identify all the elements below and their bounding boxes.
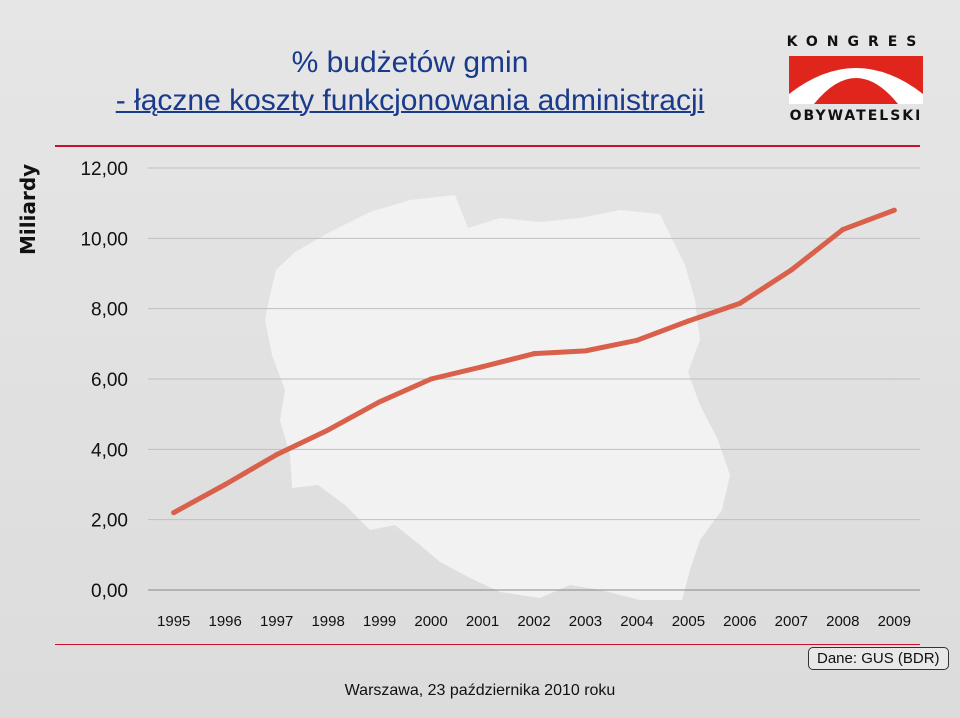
- y-tick-label: 6,00: [91, 370, 128, 391]
- x-tick-label: 1996: [209, 613, 242, 630]
- logo-top-word: KONGRES: [786, 34, 926, 50]
- x-tick-label: 1998: [311, 613, 344, 630]
- x-tick-label: 2001: [466, 613, 499, 630]
- header-divider: [55, 145, 920, 147]
- logo-arch-icon: [789, 56, 923, 104]
- y-tick-label: 4,00: [91, 440, 128, 461]
- data-point: [788, 267, 794, 273]
- data-point: [582, 348, 588, 354]
- data-point: [222, 482, 228, 487]
- data-point: [325, 427, 331, 433]
- chart-title: % budżetów gmin - łączne koszty funkcjon…: [100, 44, 720, 120]
- y-tick-label: 8,00: [91, 300, 128, 321]
- x-tick-label: 2006: [723, 613, 756, 630]
- data-point: [428, 376, 434, 382]
- y-tick-label: 10,00: [80, 229, 128, 250]
- x-tick-label: 1995: [157, 613, 190, 630]
- x-tick-label: 1999: [363, 613, 396, 630]
- data-point: [480, 364, 486, 370]
- title-line2: - łączne koszty funkcjonowania administr…: [115, 84, 705, 117]
- x-tick-label: 2002: [517, 613, 550, 630]
- data-point: [171, 510, 177, 516]
- footer-text: Warszawa, 23 października 2010 roku: [344, 682, 616, 699]
- footer-divider: [55, 644, 920, 645]
- data-point: [531, 351, 537, 357]
- x-tick-label: 2005: [672, 613, 705, 630]
- data-point: [891, 207, 897, 213]
- data-point: [634, 337, 640, 343]
- x-tick-label: 2008: [826, 613, 859, 630]
- title-line1: % budżetów gmin: [291, 46, 529, 79]
- x-tick-label: 1997: [260, 613, 293, 630]
- poland-map-silhouette: [265, 195, 730, 600]
- kongres-obywatelski-logo: KONGRES OBYWATELSKI: [786, 34, 926, 126]
- logo-bottom-word: OBYWATELSKI: [789, 108, 923, 124]
- data-point: [737, 300, 743, 306]
- data-point: [274, 452, 280, 458]
- data-point: [840, 227, 846, 233]
- x-tick-label: 2007: [775, 613, 808, 630]
- x-tick-label: 2004: [620, 613, 653, 630]
- y-tick-label: 12,00: [80, 159, 128, 180]
- x-tick-label: 2003: [569, 613, 602, 630]
- y-tick-label: 0,00: [91, 581, 128, 602]
- y-tick-label: 2,00: [91, 511, 128, 532]
- data-point: [685, 318, 691, 324]
- data-point: [377, 399, 383, 405]
- source-badge: Dane: GUS (BDR): [808, 647, 949, 670]
- x-tick-label: 2000: [414, 613, 447, 630]
- x-tick-label: 2009: [878, 613, 911, 630]
